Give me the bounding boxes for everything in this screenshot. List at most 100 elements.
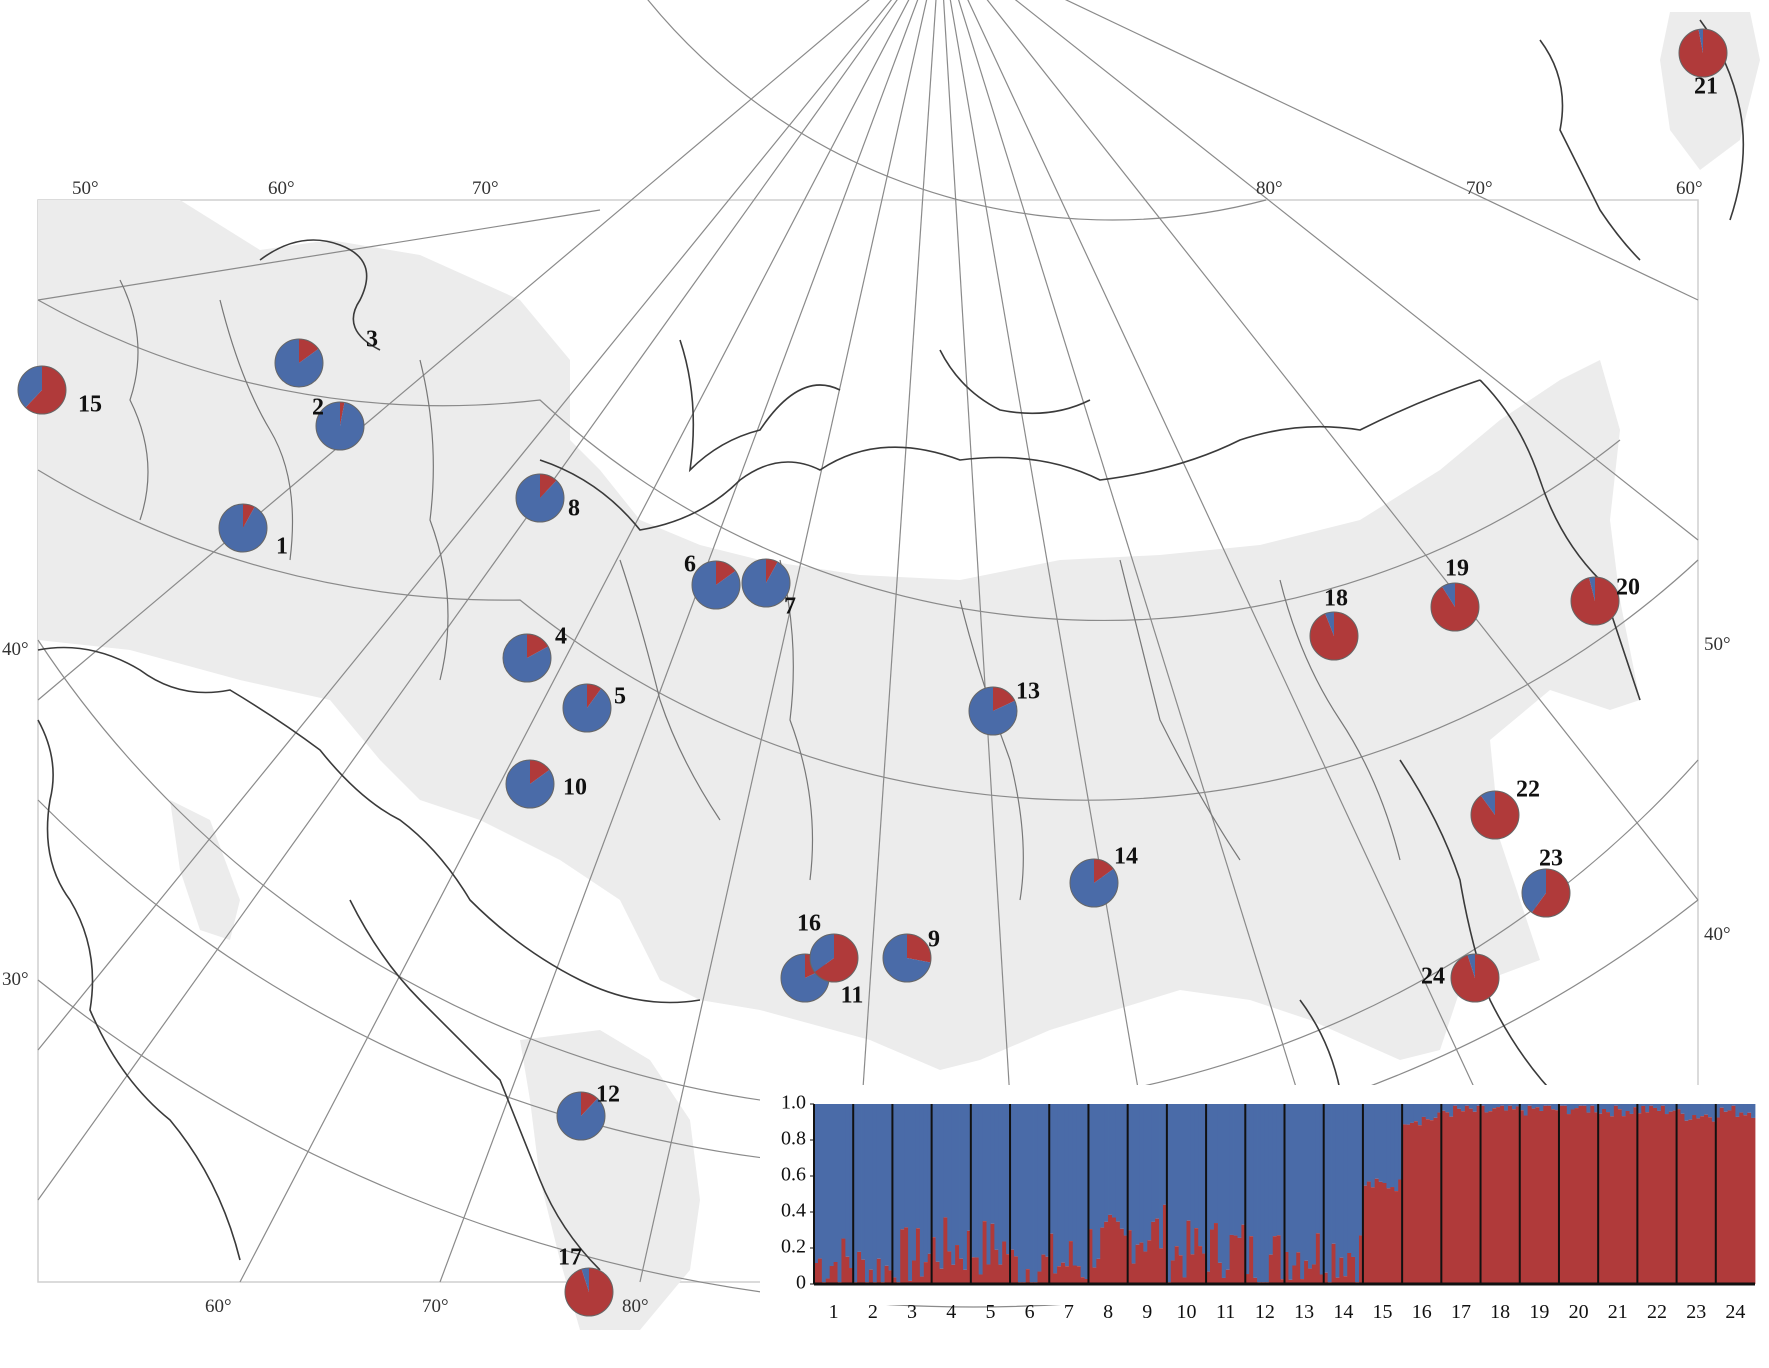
- bar-blue-9: [1159, 1104, 1164, 1249]
- pie-slice-red: [814, 934, 858, 983]
- x-tick-label: 6: [1025, 1301, 1035, 1323]
- bar-blue-11: [1233, 1104, 1238, 1236]
- pie-slice-red: [993, 687, 1015, 711]
- bar-blue-20: [1594, 1104, 1599, 1113]
- bar-red-22: [1656, 1110, 1662, 1284]
- bar-blue-14: [1355, 1104, 1360, 1283]
- coastlines: [37, 19, 1745, 1271]
- pie-slice-blue: [581, 1268, 589, 1292]
- bar-blue-11: [1210, 1104, 1215, 1230]
- bar-blue-14: [1339, 1104, 1344, 1258]
- bar-red-20: [1594, 1112, 1599, 1284]
- coord-label: 50°: [1704, 634, 1731, 655]
- site-pie-3: [274, 338, 324, 388]
- bar-red-5: [998, 1264, 1003, 1284]
- bar-red-22: [1664, 1114, 1670, 1284]
- bar-blue-3: [900, 1104, 905, 1230]
- bar-blue-6: [1029, 1104, 1034, 1283]
- bar-blue-24: [1715, 1104, 1721, 1118]
- pie-slice-red: [1571, 577, 1620, 625]
- bar-blue-5: [998, 1104, 1003, 1265]
- bar-blue-4: [951, 1104, 956, 1265]
- bar-blue-4: [935, 1104, 940, 1262]
- bar-red-11: [1206, 1271, 1211, 1284]
- coord-label: 70°: [472, 178, 499, 199]
- bar-red-1: [833, 1261, 838, 1284]
- site-pie-10: [505, 759, 555, 809]
- bar-red-13: [1292, 1265, 1297, 1284]
- pie-slice-blue: [1589, 577, 1595, 601]
- bar-blue-10: [1190, 1104, 1195, 1255]
- site-label: 4: [555, 624, 567, 650]
- bar-blue-14: [1331, 1104, 1336, 1244]
- bar-blue-9: [1143, 1104, 1148, 1252]
- admixture-barplot: 1.00.80.60.40.20 1 2 3 4 5 6 7 8 9 10 11 12 13 14 15 16…: [760, 1085, 1760, 1323]
- bar-red-9: [1159, 1248, 1164, 1284]
- bar-red-19: [1519, 1110, 1525, 1284]
- bar-blue-1: [845, 1104, 850, 1257]
- bar-blue-19: [1551, 1104, 1556, 1110]
- bar-blue-10: [1170, 1104, 1176, 1261]
- bar-blue-1: [825, 1104, 831, 1279]
- bar-red-16: [1409, 1122, 1415, 1284]
- bar-red-13: [1319, 1274, 1325, 1284]
- site-label: 9: [928, 927, 940, 953]
- bar-blue-5: [970, 1104, 976, 1258]
- pie-outline: [515, 473, 565, 523]
- bar-red-2: [884, 1265, 889, 1284]
- bar-red-14: [1335, 1277, 1340, 1284]
- pie-slice-blue: [810, 934, 834, 973]
- bar-red-16: [1413, 1121, 1419, 1284]
- bar-blue-12: [1268, 1104, 1274, 1255]
- site-pie-18: [1309, 611, 1359, 661]
- bar-red-4: [935, 1261, 940, 1284]
- coord-label: 30°: [2, 969, 29, 990]
- bar-blue-4: [943, 1104, 948, 1218]
- bar-blue-11: [1237, 1104, 1242, 1238]
- bar-blue-19: [1519, 1104, 1525, 1111]
- bar-blue-23: [1707, 1104, 1713, 1118]
- bar-red-15: [1378, 1181, 1383, 1284]
- bar-blue-1: [849, 1104, 854, 1269]
- bar-blue-21: [1598, 1104, 1603, 1114]
- bar-blue-12: [1260, 1104, 1266, 1283]
- pie-slice-blue: [1467, 954, 1475, 978]
- bar-red-18: [1515, 1106, 1521, 1284]
- bar-red-6: [1013, 1256, 1019, 1284]
- bar-blue-22: [1641, 1104, 1646, 1106]
- bar-blue-1: [817, 1104, 823, 1259]
- pie-outline: [1470, 790, 1520, 840]
- bar-blue-2: [853, 1104, 858, 1283]
- bar-red-22: [1641, 1105, 1646, 1284]
- bar-blue-15: [1378, 1104, 1383, 1182]
- bar-blue-7: [1072, 1104, 1078, 1266]
- bar-blue-19: [1539, 1104, 1544, 1111]
- bar-blue-1: [833, 1104, 838, 1262]
- bar-blue-9: [1135, 1104, 1140, 1245]
- pie-slice-blue: [692, 561, 740, 609]
- coord-label: 60°: [268, 178, 295, 199]
- bar-red-12: [1280, 1279, 1285, 1284]
- bar-blue-14: [1323, 1104, 1329, 1273]
- bar-blue-13: [1311, 1104, 1317, 1265]
- pie-outline: [218, 503, 268, 553]
- y-tick-label: 0: [796, 1272, 806, 1294]
- site-pie-2: [315, 401, 365, 451]
- bar-blue-11: [1241, 1104, 1246, 1225]
- bar-red-9: [1147, 1240, 1152, 1284]
- pie-slice-red: [340, 402, 345, 426]
- bar-blue-4: [947, 1104, 952, 1252]
- bar-red-1: [825, 1278, 831, 1284]
- bar-blue-22: [1649, 1104, 1654, 1106]
- bar-blue-3: [892, 1104, 897, 1278]
- bar-blue-7: [1061, 1104, 1066, 1263]
- bar-red-4: [947, 1251, 952, 1284]
- bar-blue-20: [1582, 1104, 1587, 1106]
- bar-red-15: [1366, 1181, 1372, 1284]
- bar-red-14: [1343, 1276, 1348, 1284]
- coord-label: 40°: [1704, 924, 1731, 945]
- bar-red-17: [1464, 1105, 1470, 1284]
- bar-blue-4: [959, 1104, 964, 1259]
- pie-slice-blue: [1698, 29, 1703, 53]
